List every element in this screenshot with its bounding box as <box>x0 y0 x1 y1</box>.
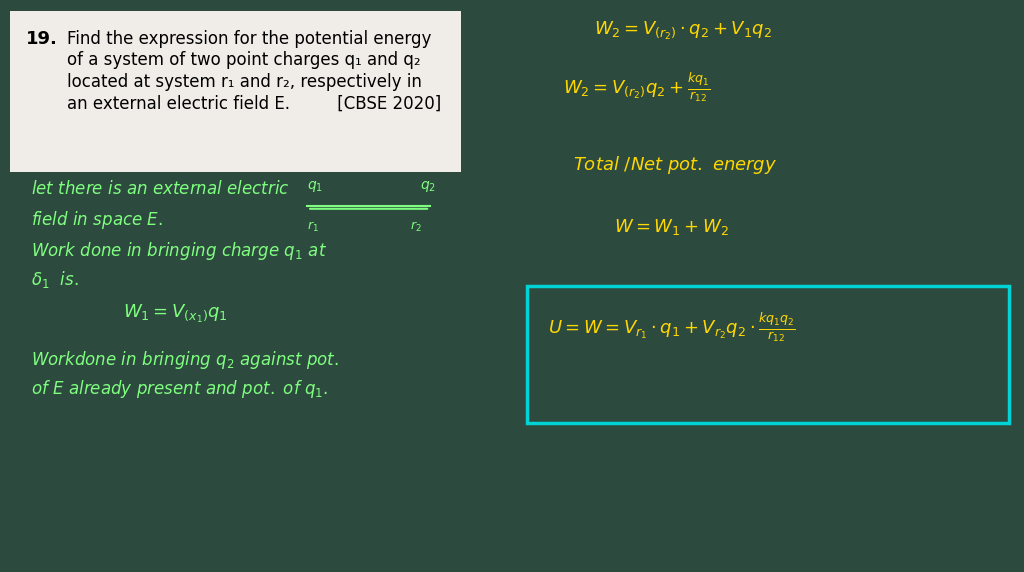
FancyBboxPatch shape <box>10 11 461 172</box>
Text: $U=W= V_{r_1} \cdot q_1 + V_{r_2} q_2 \cdot \frac{kq_1q_2}{r_{12}}$: $U=W= V_{r_1} \cdot q_1 + V_{r_2} q_2 \c… <box>548 312 796 344</box>
Text: $field\ in\ space\ E.$: $field\ in\ space\ E.$ <box>31 209 163 231</box>
Text: $W = W_1 + W_2$: $W = W_1 + W_2$ <box>614 217 729 237</box>
Text: $q_1$: $q_1$ <box>307 180 324 194</box>
Text: $Workdone\ in\ bringing\ q_2\ against\ pot.$: $Workdone\ in\ bringing\ q_2\ against\ p… <box>31 349 339 371</box>
Text: $W_1 = V_{(x_1)} q_1$: $W_1 = V_{(x_1)} q_1$ <box>123 303 227 325</box>
Text: $Work\ done\ in\ bringing\ charge\ q_1\ at$: $Work\ done\ in\ bringing\ charge\ q_1\ … <box>31 240 327 262</box>
Text: of a system of two point charges q₁ and q₂: of a system of two point charges q₁ and … <box>67 51 420 69</box>
Text: $\delta_1\ \ is.$: $\delta_1\ \ is.$ <box>31 269 79 290</box>
Text: $q_2$: $q_2$ <box>420 180 436 194</box>
Text: located at system r₁ and r₂, respectively in: located at system r₁ and r₂, respectivel… <box>67 73 422 91</box>
Text: $Total\ /Net\ pot.\ energy$: $Total\ /Net\ pot.\ energy$ <box>573 154 777 176</box>
Text: an external electric field E.         [CBSE 2020]: an external electric field E. [CBSE 2020… <box>67 95 440 113</box>
Text: Find the expression for the potential energy: Find the expression for the potential en… <box>67 30 431 47</box>
Text: $W_2 = V_{(r_2)} q_2 + \frac{kq_1}{r_{12}}$: $W_2 = V_{(r_2)} q_2 + \frac{kq_1}{r_{12… <box>563 72 711 104</box>
Text: $of\ E\ already\ present\ and\ pot.\ of\ q_1.$: $of\ E\ already\ present\ and\ pot.\ of\… <box>31 378 328 399</box>
Text: $let\ there\ is\ an\ external\ electric$: $let\ there\ is\ an\ external\ electric$ <box>31 180 290 198</box>
Text: 19.: 19. <box>26 30 57 47</box>
Text: $r_2$: $r_2$ <box>410 220 421 235</box>
Text: $r_1$: $r_1$ <box>307 220 319 235</box>
Text: $W_2 = V_{(r_2)} \cdot q_2 + V_1 q_2$: $W_2 = V_{(r_2)} \cdot q_2 + V_1 q_2$ <box>594 20 772 42</box>
